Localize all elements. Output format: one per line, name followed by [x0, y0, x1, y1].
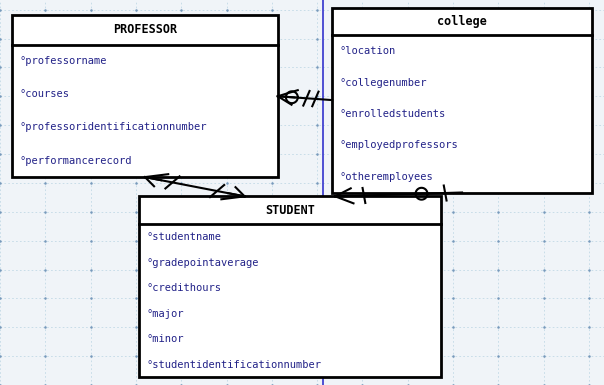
Text: °location: °location: [339, 46, 396, 56]
Bar: [12, 15, 278, 177]
Text: °collegenumber: °collegenumber: [339, 77, 427, 87]
Text: °credithours: °credithours: [146, 283, 221, 293]
Text: °employedprofessors: °employedprofessors: [339, 141, 458, 151]
Text: PROFESSOR: PROFESSOR: [113, 23, 177, 37]
Text: °gradepointaverage: °gradepointaverage: [146, 258, 259, 268]
Text: °performancerecord: °performancerecord: [19, 156, 132, 166]
Text: STUDENT: STUDENT: [265, 204, 315, 217]
Text: °otheremployees: °otheremployees: [339, 172, 433, 182]
Text: °courses: °courses: [19, 89, 69, 99]
Bar: [139, 196, 441, 377]
Text: °minor: °minor: [146, 334, 184, 344]
Text: °professorname: °professorname: [19, 56, 107, 66]
Text: °studentidentificationnumber: °studentidentificationnumber: [146, 360, 321, 370]
Text: °studentname: °studentname: [146, 232, 221, 242]
Text: °enrolledstudents: °enrolledstudents: [339, 109, 446, 119]
Text: college: college: [437, 15, 487, 28]
Text: °major: °major: [146, 309, 184, 319]
Text: °professoridentificationnumber: °professoridentificationnumber: [19, 122, 207, 132]
Bar: [332, 8, 592, 192]
